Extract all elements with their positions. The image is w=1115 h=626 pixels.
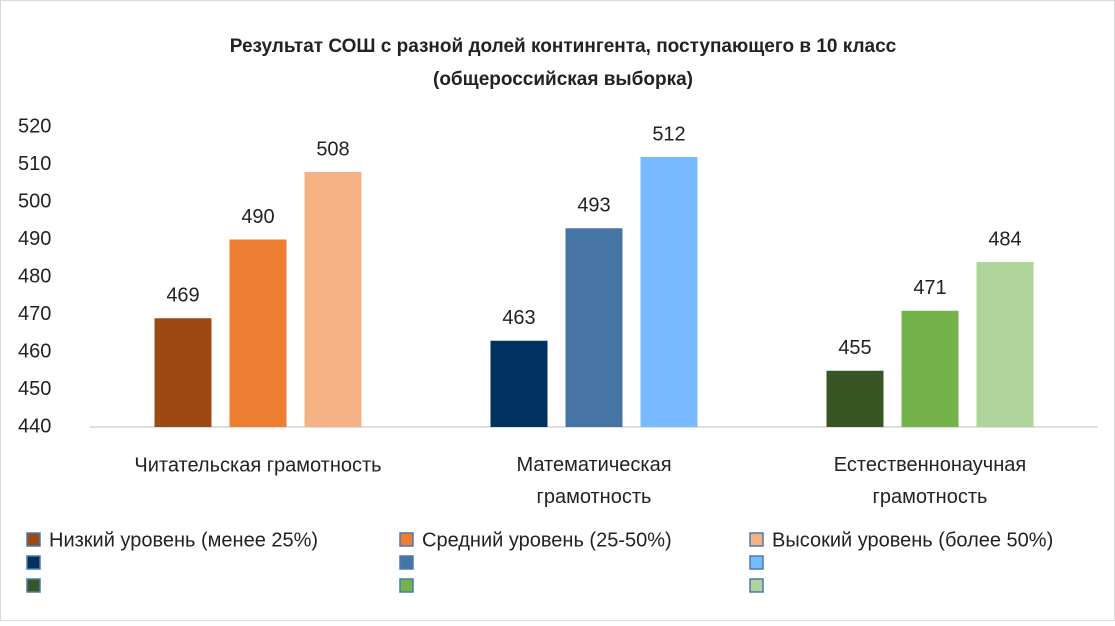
legend-label: Высокий уровень (более 50%): [772, 529, 1053, 551]
data-label: 493: [577, 195, 610, 217]
bar: [304, 172, 362, 427]
legend-swatch: [399, 555, 414, 570]
y-tick-label: 460: [18, 340, 51, 362]
legend-swatch: [749, 555, 764, 570]
y-tick-label: 500: [18, 190, 51, 212]
data-label: 490: [241, 206, 274, 228]
y-tick-label: 480: [18, 265, 51, 287]
data-label: 471: [913, 277, 946, 299]
data-label: 469: [166, 285, 199, 307]
legend-swatch: [749, 532, 764, 547]
y-tick-label: 510: [18, 153, 51, 175]
data-label: 508: [316, 138, 349, 160]
data-label: 455: [838, 337, 871, 359]
data-label: 512: [652, 123, 685, 145]
y-tick-label: 490: [18, 228, 51, 250]
legend-swatch: [26, 578, 41, 593]
legend-swatch: [749, 578, 764, 593]
bar: [640, 157, 698, 427]
bar: [976, 262, 1034, 427]
chart-title: (общероссийская выборка): [433, 69, 693, 90]
y-tick-label: 470: [18, 303, 51, 325]
y-tick-label: 520: [18, 115, 51, 137]
bar: [565, 228, 623, 427]
y-tick-label: 440: [18, 415, 51, 437]
x-tick-label: Математическая грамотность: [516, 454, 671, 508]
data-label: 484: [988, 228, 1021, 250]
chart-title: Результат СОШ с разной долей контингента…: [230, 36, 897, 57]
x-tick-label: Читательская грамотность: [134, 454, 381, 476]
bar: [826, 370, 884, 427]
y-tick-label: 450: [18, 378, 51, 400]
bar: [154, 318, 212, 427]
bar: [901, 310, 959, 427]
bar: [229, 239, 287, 427]
legend-swatch: [399, 532, 414, 547]
legend-label: Средний уровень (25-50%): [422, 529, 672, 551]
legend-swatch: [26, 555, 41, 570]
legend-swatch: [26, 532, 41, 547]
data-label: 463: [502, 307, 535, 329]
bar: [490, 340, 548, 427]
x-tick-label: Естественнонаучная грамотность: [834, 454, 1026, 508]
legend-label: Низкий уровень (менее 25%): [49, 529, 318, 551]
legend-swatch: [399, 578, 414, 593]
